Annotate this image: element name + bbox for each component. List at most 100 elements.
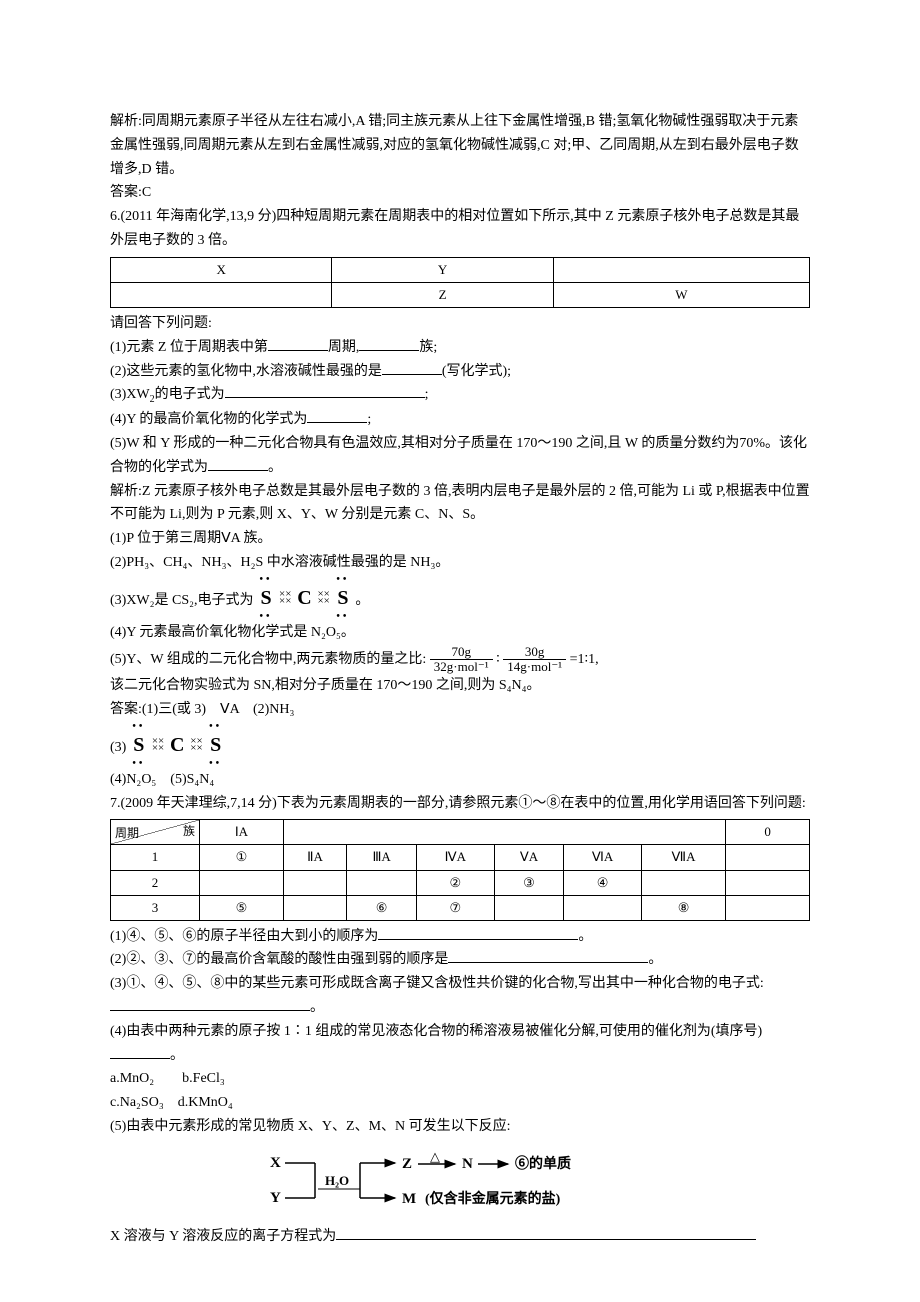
label-right2: (仅含非金属元素的盐) bbox=[425, 1190, 561, 1207]
opt-b: b.FeCl₃ bbox=[182, 1071, 225, 1086]
blank bbox=[336, 1225, 756, 1240]
q7-part1: (1)④、⑤、⑥的原子半径由大到小的顺序为。 bbox=[110, 925, 810, 949]
q7-p3b: 。 bbox=[310, 1000, 324, 1015]
q6-a3-pre: (3)XW₂是 CS₂,电子式为 bbox=[110, 593, 254, 608]
th-VA: ⅤA bbox=[494, 845, 564, 870]
label-H2O: H₂O bbox=[325, 1173, 349, 1188]
cell-5: ⑤ bbox=[200, 895, 284, 920]
node-M: M bbox=[402, 1191, 416, 1207]
th-span bbox=[283, 820, 725, 845]
label-right1: ⑥的单质 bbox=[515, 1155, 571, 1172]
th-IIA: ⅡA bbox=[283, 845, 346, 870]
q6-part5: (5)W 和 Y 形成的一种二元化合物具有色温效应,其相对分子质量在 170～1… bbox=[110, 432, 810, 480]
blank bbox=[225, 383, 425, 398]
diag-top: 族 bbox=[183, 821, 195, 841]
node-Z: Z bbox=[402, 1156, 412, 1172]
q6-p3b: ; bbox=[425, 387, 429, 402]
atom-S: ••S•• bbox=[130, 728, 148, 762]
cell-8: ⑧ bbox=[641, 895, 725, 920]
cell-1: ① bbox=[200, 845, 284, 870]
q6-p1c: 族; bbox=[419, 340, 437, 355]
q6-stem: 6.(2011 年海南化学,13,9 分)四种短周期元素在周期表中的相对位置如下… bbox=[110, 205, 810, 253]
q6-p2a: (2)这些元素的氢化物中,水溶液碱性最强的是 bbox=[110, 364, 382, 379]
q6-ans3-pre: (3) bbox=[110, 740, 130, 755]
q6-part4: (4)Y 的最高价氧化物的化学式为; bbox=[110, 408, 810, 432]
q6-part2: (2)这些元素的氢化物中,水溶液碱性最强的是 (写化学式); bbox=[110, 360, 810, 384]
q6-cell-W: W bbox=[553, 282, 809, 307]
period-3: 3 bbox=[111, 895, 200, 920]
q6-p4a: (4)Y 的最高价氧化物的化学式为 bbox=[110, 412, 307, 427]
cell-7: ⑦ bbox=[417, 895, 495, 920]
q6-p2b: (写化学式); bbox=[442, 364, 511, 379]
reaction-diagram: X Y H₂O Z △ N ⑥的单质 M (仅含非金属元素的盐) bbox=[110, 1147, 810, 1217]
cell bbox=[726, 870, 810, 895]
blank bbox=[448, 948, 648, 963]
q6-analysis: 解析:Z 元素原子核外电子总数是其最外层电子数的 3 倍,表明内层电子是最外层的… bbox=[110, 480, 810, 528]
diag-bot: 周期 bbox=[115, 823, 139, 843]
fraction-2: 30g 14g·mol⁻¹ bbox=[503, 645, 566, 675]
q6-p5b: 。 bbox=[268, 460, 282, 475]
blank bbox=[110, 1044, 170, 1059]
diag-cell: 族 周期 bbox=[111, 820, 200, 845]
q7-stem: 7.(2009 年天津理综,7,14 分)下表为元素周期表的一部分,请参照元素①… bbox=[110, 792, 810, 816]
lewis-cs2-ans: ••S•• ×××× C ×××× ••S•• bbox=[130, 728, 225, 762]
q6-p1a: (1)元素 Z 位于周期表中第 bbox=[110, 340, 268, 355]
q6-a4: (4)Y 元素最高价氧化物化学式是 N₂O₅。 bbox=[110, 621, 810, 645]
atom-C: C bbox=[295, 581, 313, 615]
cell bbox=[283, 870, 346, 895]
bond-pair: ×××× bbox=[279, 591, 291, 605]
q6-prompt: 请回答下列问题: bbox=[110, 312, 810, 336]
q6-part3: (3)XW2的电子式为; bbox=[110, 383, 810, 408]
q6-position-table: X Y Z W bbox=[110, 257, 810, 308]
node-N: N bbox=[462, 1156, 473, 1172]
q5-analysis: 解析:同周期元素原子半径从左往右减小,A 错;同主族元素从上往下金属性增强,B … bbox=[110, 110, 810, 181]
frac2-num: 30g bbox=[503, 645, 566, 660]
fraction-1: 70g 32g·mol⁻¹ bbox=[430, 645, 493, 675]
q6-cell-Y: Y bbox=[332, 257, 553, 282]
opt-a: a.MnO₂ bbox=[110, 1071, 154, 1086]
ratio-colon: ∶ bbox=[496, 652, 503, 667]
node-X: X bbox=[270, 1155, 281, 1171]
reaction-svg: X Y H₂O Z △ N ⑥的单质 M (仅含非金属元素的盐) bbox=[250, 1147, 670, 1217]
atom-S: ••S•• bbox=[207, 728, 225, 762]
q6-p4b: ; bbox=[367, 412, 371, 427]
q7-last: X 溶液与 Y 溶液反应的离子方程式为 bbox=[110, 1225, 810, 1249]
q6-a2: (2)PH₃、CH₄、NH₃、H₂S 中水溶液碱性最强的是 NH₃。 bbox=[110, 551, 810, 575]
blank bbox=[110, 996, 310, 1011]
q7-part4: (4)由表中两种元素的原子按 1∶1 组成的常见液态化合物的稀溶液易被催化分解,… bbox=[110, 1020, 810, 1068]
frac1-den: 32g·mol⁻¹ bbox=[430, 660, 493, 674]
label-delta: △ bbox=[430, 1149, 440, 1164]
blank bbox=[268, 336, 328, 351]
th-VIIA: ⅦA bbox=[641, 845, 725, 870]
q6-cell-X: X bbox=[111, 257, 332, 282]
cell bbox=[564, 895, 642, 920]
period-2: 2 bbox=[111, 870, 200, 895]
q7-p2b: 。 bbox=[648, 952, 662, 967]
q6-p3a-tail: 的电子式为 bbox=[155, 387, 225, 402]
q7-part5: (5)由表中元素形成的常见物质 X、Y、Z、M、N 可发生以下反应: bbox=[110, 1115, 810, 1139]
th-IA: ⅠA bbox=[200, 820, 284, 845]
q6-a5: (5)Y、W 组成的二元化合物中,两元素物质的量之比: 70g 32g·mol⁻… bbox=[110, 645, 810, 675]
q6-cell-empty2 bbox=[111, 282, 332, 307]
atom-S: ••S•• bbox=[257, 581, 275, 615]
cell-4: ④ bbox=[564, 870, 642, 895]
q6-a5-line2: 该二元化合物实验式为 SN,相对分子质量在 170～190 之间,则为 S₄N₄… bbox=[110, 674, 810, 698]
q6-part1: (1)元素 Z 位于周期表中第周期,族; bbox=[110, 336, 810, 360]
node-Y: Y bbox=[270, 1190, 281, 1206]
cell-6: ⑥ bbox=[347, 895, 417, 920]
frac2-den: 14g·mol⁻¹ bbox=[503, 660, 566, 674]
atom-C: C bbox=[168, 728, 186, 762]
q6-cell-empty1 bbox=[553, 257, 809, 282]
cell bbox=[494, 895, 564, 920]
q7-opts-cd: c.Na₂SO₃ d.KMnO₄ bbox=[110, 1091, 810, 1115]
q6-a3-post: 。 bbox=[355, 593, 369, 608]
q6-ans-line3: (3) ••S•• ×××× C ×××× ••S•• bbox=[110, 728, 810, 762]
cell bbox=[641, 870, 725, 895]
blank bbox=[382, 360, 442, 375]
blank bbox=[307, 408, 367, 423]
opt-c: c.Na₂SO₃ bbox=[110, 1095, 164, 1110]
q6-cell-Z: Z bbox=[332, 282, 553, 307]
q7-last-a: X 溶液与 Y 溶液反应的离子方程式为 bbox=[110, 1229, 336, 1244]
blank bbox=[378, 925, 578, 940]
q7-p3a: (3)①、④、⑤、⑧中的某些元素可形成既含离子键又含极性共价键的化合物,写出其中… bbox=[110, 976, 764, 991]
